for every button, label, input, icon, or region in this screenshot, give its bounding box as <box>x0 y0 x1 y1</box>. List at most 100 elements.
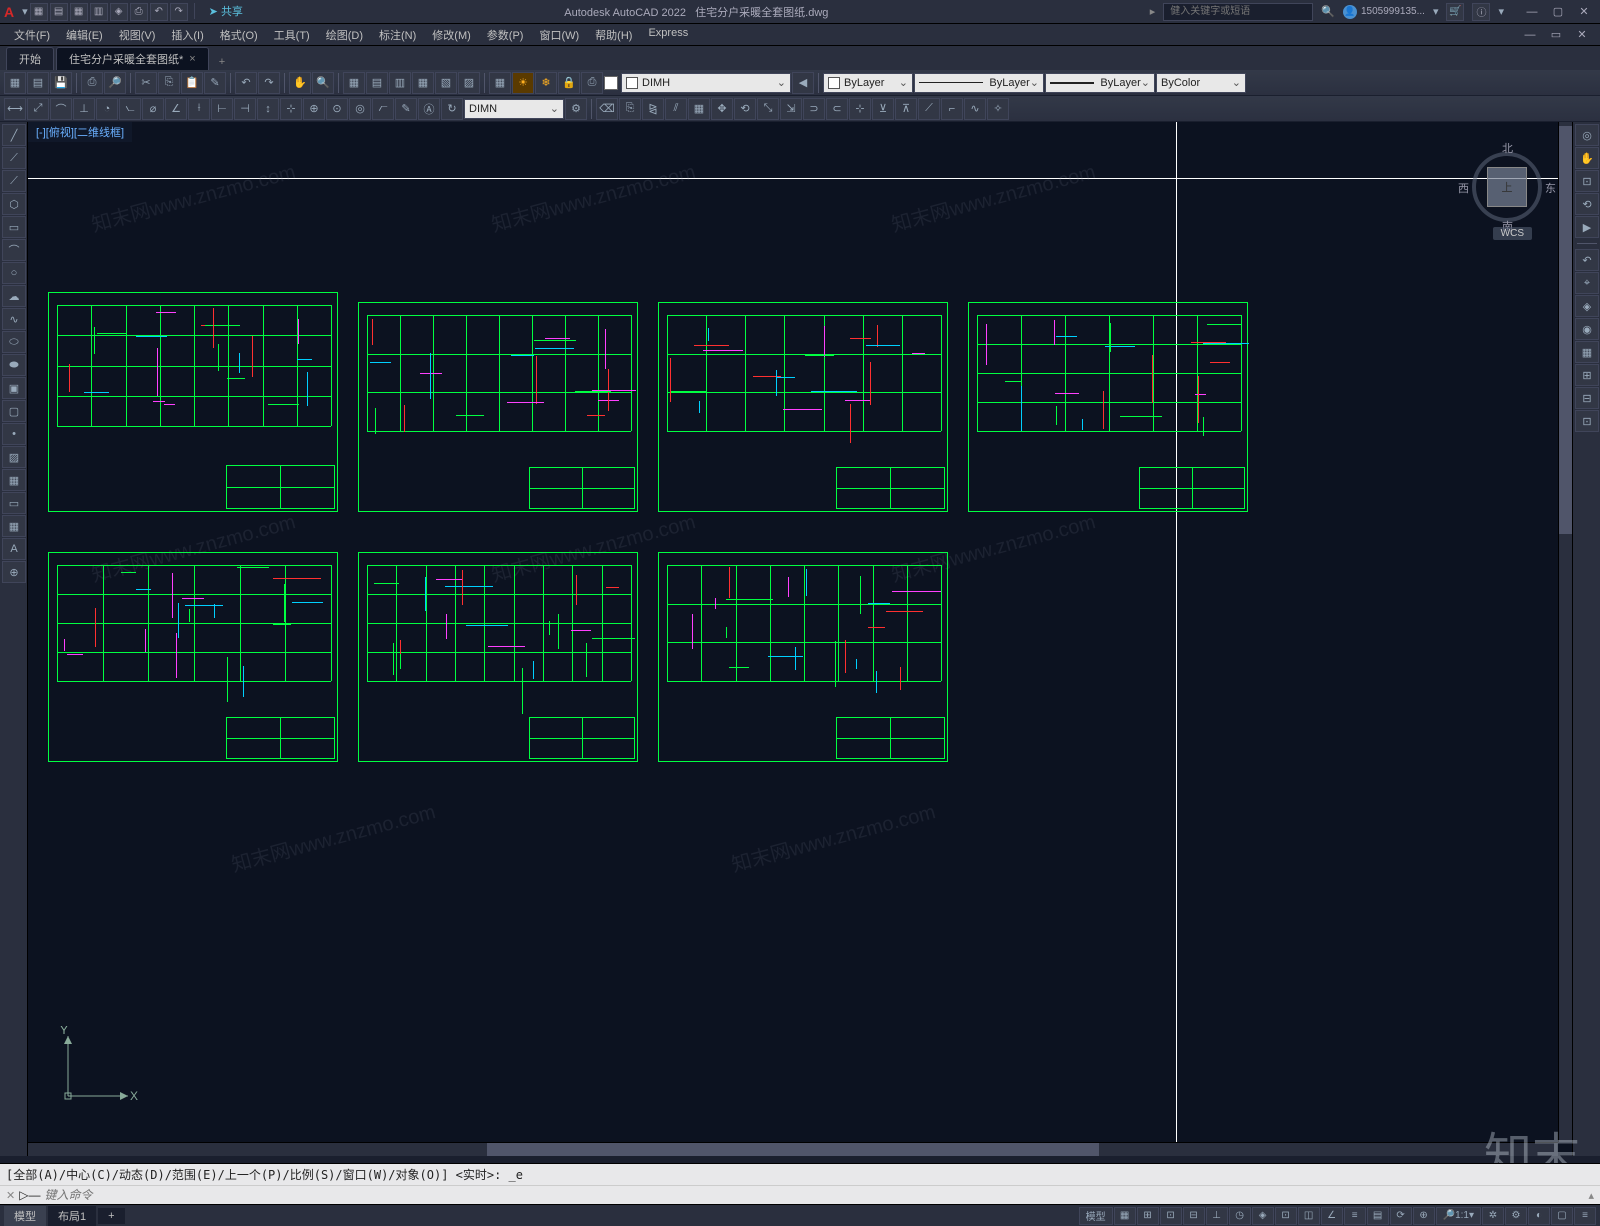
hw-icon[interactable]: ◐ <box>1528 1207 1550 1225</box>
misc3-icon[interactable]: ⊡ <box>1575 410 1599 432</box>
dim-quick-icon[interactable]: ⟊ <box>188 98 210 120</box>
menu-item[interactable]: 文件(F) <box>6 25 58 45</box>
close-icon[interactable]: ✕ <box>1572 3 1596 21</box>
share-button[interactable]: ➤ 共享 <box>209 3 243 21</box>
annomonitor-icon[interactable]: ⊕ <box>1413 1207 1435 1225</box>
addsel-icon[interactable]: ⊕ <box>2 561 26 583</box>
tab-start[interactable]: 开始 <box>6 47 54 70</box>
array-icon[interactable]: ▦ <box>688 98 710 120</box>
xline-icon[interactable]: ⟋ <box>2 147 26 169</box>
spline-icon[interactable]: ∿ <box>2 308 26 330</box>
pline-icon[interactable]: ⟋ <box>2 170 26 192</box>
circle-icon[interactable]: ○ <box>2 262 26 284</box>
move-icon[interactable]: ✥ <box>711 98 733 120</box>
menu-item[interactable]: 修改(M) <box>424 25 479 45</box>
ws-icon[interactable]: ⚙ <box>1505 1207 1527 1225</box>
misc1-icon[interactable]: ⊞ <box>1575 364 1599 386</box>
gradient-icon[interactable]: ▦ <box>2 469 26 491</box>
doc-minimize-icon[interactable]: — <box>1518 26 1542 44</box>
cut-icon[interactable]: ✂ <box>135 72 157 94</box>
nav-orbit-icon[interactable]: ⟲ <box>1575 193 1599 215</box>
cycle-icon[interactable]: ⟳ <box>1390 1207 1412 1225</box>
props-icon[interactable]: ▦ <box>343 72 365 94</box>
markup-icon[interactable]: ▧ <box>435 72 457 94</box>
nav-back-icon[interactable]: ↶ <box>1575 249 1599 271</box>
otrack-icon[interactable]: ∠ <box>1321 1207 1343 1225</box>
3d-icon[interactable]: ◈ <box>1575 295 1599 317</box>
layout1-tab[interactable]: 布局1 <box>48 1206 96 1226</box>
dyn-icon[interactable]: ⊟ <box>1183 1207 1205 1225</box>
dim-text-edit-icon[interactable]: Ⓐ <box>418 98 440 120</box>
sheet-set-icon[interactable]: ▦ <box>412 72 434 94</box>
break-icon[interactable]: ⊻ <box>872 98 894 120</box>
make-block-icon[interactable]: ▢ <box>2 400 26 422</box>
ucs-icon-btn[interactable]: ⌖ <box>1575 272 1599 294</box>
nav-pan-icon[interactable]: ✋ <box>1575 147 1599 169</box>
show-motion-icon[interactable]: ▶ <box>1575 216 1599 238</box>
tool-palette-icon[interactable]: ▥ <box>389 72 411 94</box>
cart-icon[interactable]: 🛒 <box>1446 3 1464 21</box>
match-icon[interactable]: ✎ <box>204 72 226 94</box>
minimize-icon[interactable]: — <box>1520 3 1544 21</box>
qat-new-icon[interactable]: ▦ <box>30 3 48 21</box>
menu-item[interactable]: Express <box>640 25 696 45</box>
explode-icon[interactable]: ✧ <box>987 98 1009 120</box>
copy2-icon[interactable]: ⎘ <box>619 98 641 120</box>
mtext-icon[interactable]: A <box>2 538 26 560</box>
anno-scale[interactable]: 🔎 1:1 ▾ <box>1436 1207 1481 1225</box>
layer-combo[interactable]: DIMH⌄ <box>621 73 791 93</box>
help-search-input[interactable] <box>1163 3 1313 21</box>
new-icon[interactable]: ▦ <box>4 72 26 94</box>
wcs-label[interactable]: WCS <box>1493 227 1532 240</box>
viewcube-w[interactable]: 西 <box>1458 180 1469 196</box>
info-icon[interactable]: ⓘ <box>1472 3 1490 21</box>
drawing-canvas[interactable]: [-][俯视][二维线框] 上 北 南 西 东 WCS X Y 知末网www.z… <box>28 122 1572 1156</box>
transp-icon[interactable]: ▤ <box>1367 1207 1389 1225</box>
viewcube-e[interactable]: 东 <box>1545 180 1556 196</box>
layer-lock-icon[interactable]: 🔒 <box>558 72 580 94</box>
dimstyle-combo[interactable]: DIMN⌄ <box>464 99 564 119</box>
doc-restore-icon[interactable]: ▭ <box>1544 26 1568 44</box>
point-icon[interactable]: • <box>2 423 26 445</box>
fillet-icon[interactable]: ⌐ <box>941 98 963 120</box>
nav-zoom-ext-icon[interactable]: ⊡ <box>1575 170 1599 192</box>
layer-sun-icon[interactable]: ☀ <box>512 72 534 94</box>
undo-icon[interactable]: ↶ <box>235 72 257 94</box>
rectangle-icon[interactable]: ▭ <box>2 216 26 238</box>
grid-icon[interactable]: ▦ <box>1114 1207 1136 1225</box>
menu-item[interactable]: 格式(O) <box>212 25 266 45</box>
menu-item[interactable]: 工具(T) <box>266 25 318 45</box>
maximize-icon[interactable]: ▢ <box>1546 3 1570 21</box>
polar-icon[interactable]: ◷ <box>1229 1207 1251 1225</box>
dim-angular-icon[interactable]: ∠ <box>165 98 187 120</box>
plotstyle-combo[interactable]: ByColor⌄ <box>1156 73 1246 93</box>
clean-icon[interactable]: ▢ <box>1551 1207 1573 1225</box>
join-icon[interactable]: ⊼ <box>895 98 917 120</box>
dim-radius-icon[interactable]: ◔ <box>96 98 118 120</box>
osnap-icon[interactable]: ⊡ <box>1275 1207 1297 1225</box>
lineweight-combo[interactable]: ByLayer⌄ <box>1045 73 1155 93</box>
layer-mgr-icon[interactable]: ▦ <box>489 72 511 94</box>
rotate-icon[interactable]: ⟲ <box>734 98 756 120</box>
chamfer-icon[interactable]: ⟋ <box>918 98 940 120</box>
menu-item[interactable]: 插入(I) <box>163 25 211 45</box>
dimstyle-mgr-icon[interactable]: ⚙ <box>565 98 587 120</box>
dim-diameter-icon[interactable]: ⌀ <box>142 98 164 120</box>
qat-saveas-icon[interactable]: ▥ <box>90 3 108 21</box>
ellipse-arc-icon[interactable]: ⬬ <box>2 354 26 376</box>
dim-aligned-icon[interactable]: ⤢ <box>27 98 49 120</box>
command-input[interactable] <box>44 1188 1588 1202</box>
misc2-icon[interactable]: ⊟ <box>1575 387 1599 409</box>
lweight-icon[interactable]: ≡ <box>1344 1207 1366 1225</box>
model-space-button[interactable]: 模型 <box>1079 1207 1113 1225</box>
copy-icon[interactable]: ⎘ <box>158 72 180 94</box>
stretch-icon[interactable]: ⇲ <box>780 98 802 120</box>
dim-break-icon[interactable]: ⊹ <box>280 98 302 120</box>
menu-item[interactable]: 标注(N) <box>371 25 424 45</box>
dim-baseline-icon[interactable]: ⊢ <box>211 98 233 120</box>
region-icon[interactable]: ▭ <box>2 492 26 514</box>
layer-freeze-icon[interactable]: ❄ <box>535 72 557 94</box>
camera-icon[interactable]: ◉ <box>1575 318 1599 340</box>
vertical-scrollbar[interactable] <box>1558 122 1572 1142</box>
layer-prev-icon[interactable]: ◀ <box>792 72 814 94</box>
